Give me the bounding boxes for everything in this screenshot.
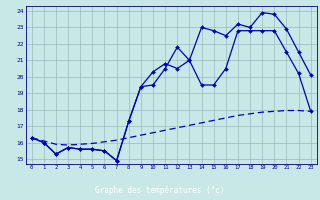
- Text: Graphe des températures (°c): Graphe des températures (°c): [95, 185, 225, 195]
